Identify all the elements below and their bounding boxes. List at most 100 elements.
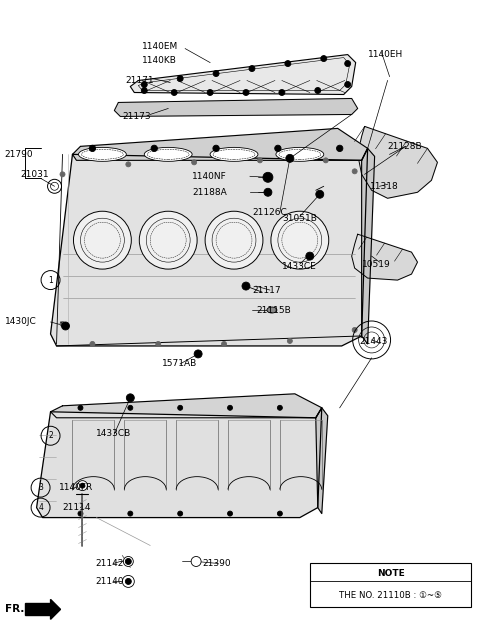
Polygon shape: [316, 408, 328, 514]
Circle shape: [178, 511, 183, 516]
Circle shape: [78, 405, 83, 410]
Ellipse shape: [210, 148, 258, 162]
Text: 21188A: 21188A: [192, 188, 227, 197]
Text: 21173: 21173: [122, 112, 151, 121]
Ellipse shape: [267, 307, 277, 313]
Polygon shape: [50, 148, 368, 346]
Text: 21115B: 21115B: [256, 305, 291, 315]
Text: 1571AB: 1571AB: [162, 359, 197, 368]
Text: 21140: 21140: [96, 577, 124, 586]
Text: 1140NF: 1140NF: [192, 172, 227, 181]
Text: 21171: 21171: [125, 76, 154, 85]
Circle shape: [345, 60, 351, 67]
Text: 10519: 10519: [361, 259, 390, 268]
Circle shape: [126, 162, 131, 167]
Circle shape: [321, 55, 327, 62]
Circle shape: [243, 90, 249, 95]
Text: 1140FR: 1140FR: [59, 483, 93, 492]
Circle shape: [288, 338, 292, 343]
Ellipse shape: [144, 148, 192, 162]
Circle shape: [156, 342, 161, 347]
Circle shape: [316, 190, 324, 198]
Ellipse shape: [276, 148, 324, 162]
Circle shape: [277, 511, 282, 516]
Circle shape: [286, 155, 294, 162]
Circle shape: [257, 158, 263, 163]
Text: 21031: 21031: [21, 170, 49, 179]
Circle shape: [306, 252, 314, 260]
Circle shape: [139, 211, 197, 269]
Circle shape: [177, 76, 183, 81]
Text: 21390: 21390: [202, 559, 231, 568]
Circle shape: [323, 158, 328, 163]
Circle shape: [125, 578, 132, 584]
Circle shape: [279, 90, 285, 95]
Text: 31051B: 31051B: [282, 214, 317, 223]
Polygon shape: [36, 408, 322, 518]
Circle shape: [123, 556, 133, 567]
Circle shape: [336, 145, 343, 151]
Circle shape: [277, 405, 282, 410]
Text: 1140EH: 1140EH: [368, 50, 403, 59]
Text: 21443: 21443: [360, 338, 388, 347]
Circle shape: [213, 145, 219, 151]
Text: 4: 4: [38, 503, 43, 512]
Circle shape: [128, 511, 133, 516]
Text: 21142: 21142: [96, 559, 124, 568]
Polygon shape: [114, 99, 358, 116]
Circle shape: [78, 511, 83, 516]
Polygon shape: [50, 394, 322, 418]
Polygon shape: [358, 127, 437, 198]
Circle shape: [60, 172, 65, 177]
Text: 3: 3: [38, 483, 43, 492]
Text: 1: 1: [48, 275, 53, 284]
Text: 21128B: 21128B: [387, 142, 422, 151]
Circle shape: [207, 90, 213, 95]
Circle shape: [242, 282, 250, 290]
Circle shape: [271, 211, 329, 269]
Text: 21114: 21114: [62, 503, 91, 512]
Bar: [310, 563, 471, 607]
Polygon shape: [361, 148, 374, 344]
Circle shape: [213, 71, 219, 76]
Polygon shape: [72, 128, 368, 160]
Circle shape: [228, 405, 232, 410]
Circle shape: [61, 322, 70, 330]
Circle shape: [125, 558, 132, 565]
Polygon shape: [50, 599, 60, 619]
Text: 21117: 21117: [252, 286, 281, 294]
Circle shape: [73, 211, 132, 269]
Circle shape: [89, 145, 96, 151]
Circle shape: [77, 481, 87, 490]
Text: 2: 2: [48, 431, 53, 440]
Circle shape: [122, 576, 134, 588]
Circle shape: [285, 60, 291, 67]
Circle shape: [151, 145, 157, 151]
Circle shape: [171, 90, 177, 95]
Circle shape: [222, 342, 227, 347]
Circle shape: [60, 321, 65, 326]
Circle shape: [205, 211, 263, 269]
Circle shape: [228, 511, 232, 516]
Text: 1140EM: 1140EM: [142, 42, 179, 51]
Text: NOTE: NOTE: [377, 569, 405, 578]
Text: 21790: 21790: [5, 150, 33, 159]
Polygon shape: [130, 55, 356, 95]
Text: 11318: 11318: [370, 182, 398, 191]
Text: 1433CB: 1433CB: [96, 429, 132, 438]
Circle shape: [315, 88, 321, 93]
Circle shape: [90, 342, 95, 347]
Circle shape: [345, 81, 351, 88]
Circle shape: [80, 483, 85, 488]
Ellipse shape: [78, 148, 126, 162]
Circle shape: [141, 81, 147, 88]
Circle shape: [249, 66, 255, 71]
Circle shape: [128, 405, 133, 410]
Circle shape: [191, 556, 201, 567]
Circle shape: [192, 160, 197, 165]
Circle shape: [126, 394, 134, 402]
Circle shape: [141, 88, 147, 93]
Text: 21126C: 21126C: [252, 208, 287, 217]
Text: 1140KB: 1140KB: [142, 56, 177, 65]
Circle shape: [352, 169, 357, 174]
